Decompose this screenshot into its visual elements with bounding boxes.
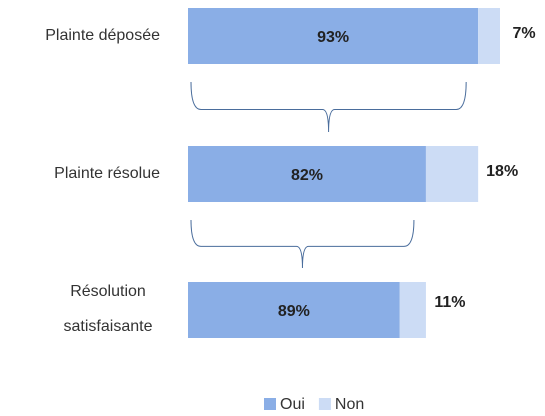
bar-non [399, 282, 426, 338]
category-line: satisfaisante [64, 318, 153, 335]
legend-swatch [318, 398, 331, 410]
value-label: 89% [278, 303, 310, 320]
value-label: 82% [291, 167, 323, 184]
category-label: Plainte résolue [54, 165, 160, 182]
bar-non [478, 8, 500, 64]
bar-oui [188, 8, 479, 64]
category-label: Plainte déposée [45, 27, 160, 44]
value-label: 11% [434, 294, 465, 311]
bar-oui [188, 146, 426, 202]
brace [190, 219, 415, 269]
legend-label: Oui [280, 396, 305, 413]
bar-oui [188, 282, 400, 338]
legend-swatch [264, 398, 276, 410]
brace [190, 81, 467, 133]
value-label: 7% [512, 25, 535, 42]
bar-non [425, 146, 479, 202]
value-label: 93% [317, 29, 349, 46]
legend-label: Non [335, 396, 364, 413]
category-label: Résolution satisfaisante [64, 283, 153, 335]
category-line: Résolution [70, 283, 146, 300]
value-label: 18% [486, 163, 518, 180]
